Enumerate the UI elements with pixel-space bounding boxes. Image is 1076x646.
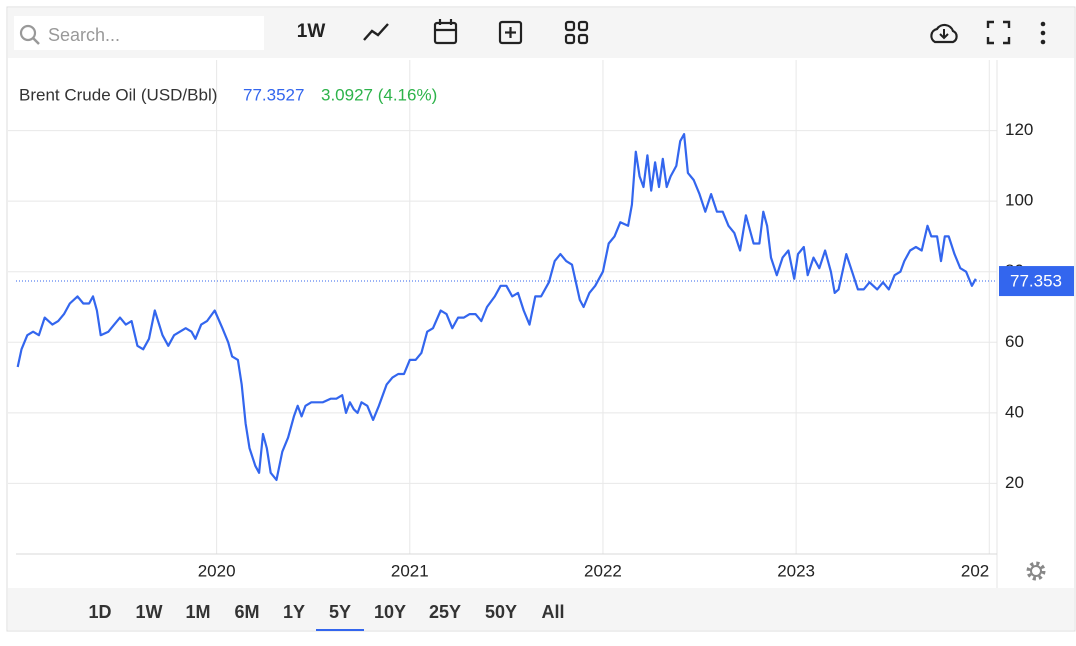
last-price-label: 77.353 <box>1010 272 1062 291</box>
x-tick-label: 2022 <box>584 561 622 580</box>
range-button[interactable]: 1Y <box>283 602 305 622</box>
range-bar <box>8 588 1074 630</box>
range-button[interactable]: 1D <box>88 602 111 622</box>
range-button[interactable]: 5Y <box>329 602 351 622</box>
range-button[interactable]: 1M <box>185 602 210 622</box>
range-buttons: 1D 1W 1M 6M 1Y 5Y 10Y 25Y 50Y All <box>88 602 565 631</box>
search-placeholder: Search... <box>48 25 120 45</box>
download-button[interactable] <box>930 23 958 44</box>
y-tick-label: 120 <box>1005 120 1033 139</box>
legend-name: Brent Crude Oil (USD/Bbl) <box>19 85 217 104</box>
frame <box>6 6 1076 632</box>
search-icon <box>32 37 40 45</box>
legend-last: 77.3527 <box>243 85 304 104</box>
plot: 20202021202220232022040608010012077.353 <box>8 60 1074 588</box>
range-button[interactable]: 1W <box>136 602 163 622</box>
price-line <box>16 133 977 481</box>
search-icon <box>19 24 37 42</box>
menu-button[interactable] <box>1040 21 1046 45</box>
legend-change: 3.0927 (4.16%) <box>321 85 437 104</box>
y-tick-label: 40 <box>1005 402 1024 421</box>
x-tick-label: 2020 <box>198 561 236 580</box>
layout-button[interactable] <box>564 20 589 45</box>
range-button[interactable]: 50Y <box>485 602 517 622</box>
range-button[interactable]: All <box>541 602 564 622</box>
settings-button[interactable] <box>1026 561 1046 581</box>
x-tick-label: 202 <box>961 561 989 580</box>
range-button[interactable]: 25Y <box>429 602 461 622</box>
x-tick-label: 2021 <box>391 561 429 580</box>
search-box[interactable] <box>14 16 264 50</box>
interval-button[interactable]: 1W <box>297 21 326 42</box>
chart-type-button[interactable] <box>363 23 389 41</box>
fullscreen-button[interactable] <box>986 20 1011 45</box>
x-tick-label: 2023 <box>777 561 815 580</box>
compare-button[interactable] <box>498 20 523 45</box>
range-button[interactable]: 10Y <box>374 602 406 622</box>
range-button[interactable]: 6M <box>234 602 259 622</box>
calendar-button[interactable] <box>433 19 458 45</box>
y-tick-label: 60 <box>1005 332 1024 351</box>
y-tick-label: 20 <box>1005 473 1024 492</box>
last-price-box <box>999 266 1074 297</box>
y-tick-label: 100 <box>1005 191 1033 210</box>
